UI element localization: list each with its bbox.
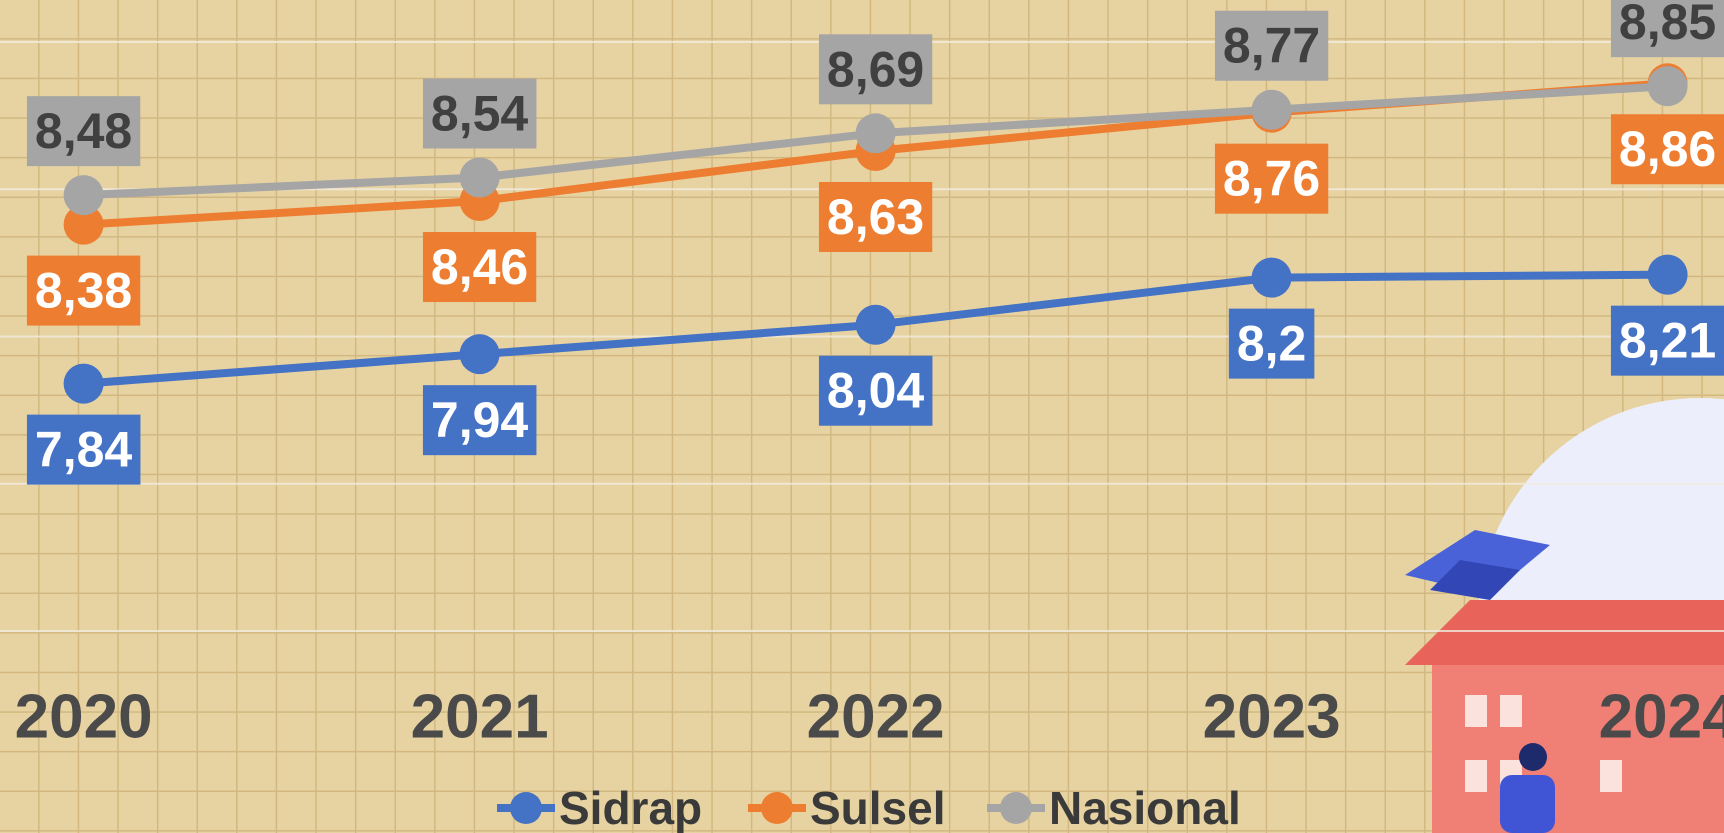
point-marker [460, 157, 500, 197]
value-label: 8,86 [1611, 114, 1724, 184]
value-label-text: 8,46 [431, 239, 528, 295]
value-label: 8,2 [1229, 309, 1315, 379]
x-tick-label: 2020 [15, 683, 153, 752]
point-marker [64, 175, 104, 215]
legend-swatch-marker [1000, 792, 1032, 824]
x-tick-label: 2022 [807, 683, 945, 752]
value-label-text: 8,63 [827, 189, 924, 245]
person-head [1519, 743, 1547, 771]
value-label: 8,38 [27, 256, 140, 326]
value-label-text: 7,84 [35, 422, 133, 478]
point-marker [856, 305, 896, 345]
value-label-text: 8,04 [827, 363, 925, 419]
x-tick-label: 2021 [411, 683, 549, 752]
value-label: 8,46 [423, 232, 536, 302]
value-label-text: 8,54 [431, 85, 529, 141]
point-marker [1252, 258, 1292, 298]
point-marker [1252, 90, 1292, 130]
point-marker [64, 364, 104, 404]
value-label: 8,76 [1215, 144, 1328, 214]
legend-label: Nasional [1049, 782, 1241, 833]
person-body [1500, 775, 1555, 833]
value-label: 8,63 [819, 182, 932, 252]
value-label: 7,84 [27, 415, 141, 485]
point-marker [1648, 66, 1688, 106]
value-label-text: 7,94 [431, 392, 529, 448]
value-label-text: 8,77 [1223, 18, 1320, 74]
value-label: 7,94 [423, 385, 537, 455]
value-label: 8,69 [819, 34, 932, 104]
value-label-text: 8,48 [35, 103, 132, 159]
value-label-text: 8,86 [1619, 121, 1716, 177]
legend-label: Sidrap [559, 782, 702, 833]
value-label-text: 8,85 [1619, 0, 1716, 50]
point-marker [1648, 255, 1688, 295]
value-label: 8,77 [1215, 11, 1328, 81]
value-label-text: 8,21 [1619, 313, 1716, 369]
point-marker [460, 334, 500, 374]
chart: 2020 2021 2022 2023 2024 7,84 7,94 8,04 8,2 8,21 8… [0, 0, 1724, 833]
value-label-text: 8,76 [1223, 151, 1320, 207]
legend-label: Sulsel [810, 782, 946, 833]
legend-swatch-marker [510, 792, 542, 824]
x-tick-label: 2023 [1203, 683, 1341, 752]
value-label-text: 8,69 [827, 41, 924, 97]
point-marker [856, 113, 896, 153]
value-label-text: 8,38 [35, 263, 132, 319]
value-label: 8,48 [27, 96, 140, 166]
value-label: 8,85 [1611, 0, 1724, 57]
value-label-text: 8,2 [1237, 316, 1307, 372]
value-label: 8,04 [819, 356, 933, 426]
value-label: 8,54 [423, 78, 537, 148]
x-tick-label: 2024 [1599, 683, 1724, 752]
value-label: 8,21 [1611, 306, 1724, 376]
legend-swatch-marker [761, 792, 793, 824]
